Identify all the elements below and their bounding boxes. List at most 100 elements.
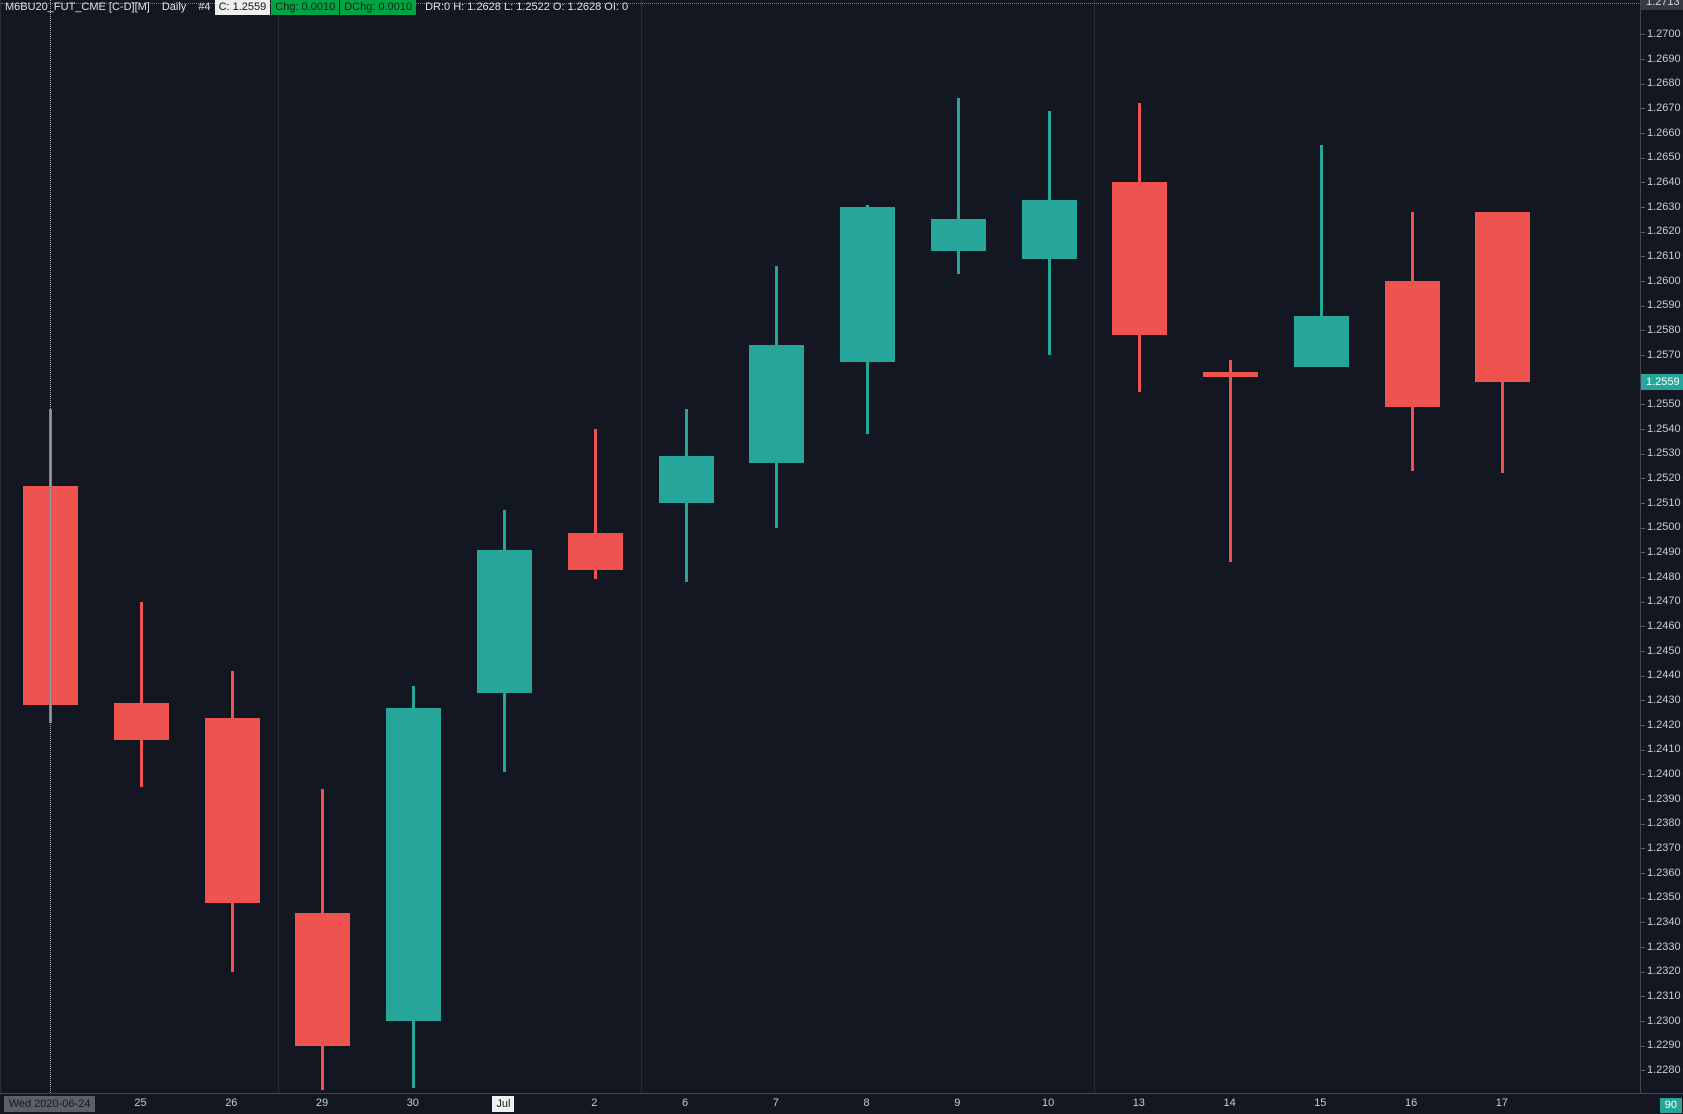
price-tick-label: 1.2590	[1647, 299, 1681, 312]
price-tick-mark	[1641, 527, 1645, 529]
price-tick-label: 1.2650	[1647, 151, 1681, 164]
price-tick-label: 1.2680	[1647, 77, 1681, 90]
candle-body	[658, 456, 714, 504]
price-tick-label: 1.2700	[1647, 27, 1681, 40]
candle-wick	[956, 98, 960, 274]
price-tick-mark	[1641, 996, 1645, 998]
price-tick-mark	[1641, 404, 1645, 406]
close-value-badge: C: 1.2559	[214, 0, 271, 15]
candle-wick	[593, 429, 597, 580]
price-tick-mark	[1641, 873, 1645, 875]
date-tick-label: 17	[1495, 1097, 1508, 1109]
price-tick-mark	[1641, 601, 1645, 603]
change-badge: Chg: 0.0010	[271, 0, 340, 15]
date-tick-label: Jul	[492, 1096, 515, 1112]
candle-body	[1475, 211, 1531, 383]
price-tick-mark	[1641, 774, 1645, 776]
date-tick-label: 7	[772, 1097, 779, 1109]
price-tick-mark	[1641, 281, 1645, 282]
price-tick-mark	[1641, 355, 1645, 356]
timeframe-label: Daily	[161, 1, 187, 13]
price-tick-mark	[1641, 651, 1645, 652]
price-tick-mark	[1641, 1021, 1645, 1023]
date-tick-label: 10	[1042, 1097, 1055, 1109]
price-tick-mark	[1641, 108, 1645, 110]
candle-body	[204, 717, 260, 903]
price-tick-mark	[1641, 207, 1645, 208]
candle-wick	[1229, 359, 1232, 563]
selected-date-badge: Wed 2020-06-24	[3, 1096, 96, 1112]
price-tick-mark	[1641, 478, 1645, 480]
price-tick-mark	[1641, 577, 1645, 578]
price-axis[interactable]: 1.2700 1.2690 1.2680 1.2670 1.2660 1.2650 1.26…	[1640, 0, 1683, 1093]
candle-body	[749, 345, 805, 464]
price-tick-label: 1.2480	[1647, 570, 1681, 583]
price-tick-mark	[1641, 256, 1645, 258]
time-axis[interactable]: Wed 2020-06-24 25 26 29 30 Jul 2 6 7 8 9 10 13 14 15 16…	[0, 1093, 1683, 1114]
price-tick-mark	[1641, 133, 1645, 134]
candle-body	[386, 707, 442, 1022]
price-tick-label: 1.2330	[1647, 940, 1681, 953]
price-tick-label: 1.2630	[1647, 200, 1681, 213]
candle-wick	[139, 601, 143, 787]
price-tick-label: 1.2490	[1647, 545, 1681, 558]
price-tick-label: 1.2370	[1647, 841, 1681, 854]
chart-canvas[interactable]	[0, 0, 1640, 1093]
candle-body	[567, 532, 623, 570]
date-tick-label: 26	[225, 1097, 238, 1109]
price-tick-mark	[1641, 453, 1645, 455]
weekend-separator-line	[640, 0, 642, 1093]
price-tick-label: 1.2430	[1647, 693, 1681, 706]
price-tick-mark	[1641, 922, 1645, 924]
price-tick-label: 1.2350	[1647, 891, 1681, 904]
price-tick-label: 1.2690	[1647, 52, 1681, 65]
price-tick-label: 1.2550	[1647, 397, 1681, 410]
date-tick-label: 14	[1223, 1097, 1236, 1109]
candle-body	[840, 207, 895, 363]
price-tick-label: 1.2530	[1647, 447, 1681, 460]
price-tick-mark	[1641, 823, 1645, 825]
date-tick-label: 25	[134, 1097, 147, 1109]
price-tick-label: 1.2400	[1647, 767, 1681, 780]
price-tick-mark	[1641, 429, 1645, 430]
price-tick-label: 1.2380	[1647, 817, 1681, 830]
price-tick-mark	[1641, 34, 1645, 36]
date-tick-label: 9	[954, 1097, 961, 1109]
price-tick-label: 1.2300	[1647, 1014, 1681, 1027]
price-tick-label: 1.2500	[1647, 521, 1681, 534]
candle-body	[113, 702, 169, 740]
price-tick-mark	[1641, 83, 1645, 85]
price-tick-label: 1.2410	[1647, 743, 1681, 756]
candle-body	[1112, 182, 1168, 336]
candle-body	[23, 485, 79, 706]
candle-body	[1293, 315, 1349, 368]
price-tick-label: 1.2360	[1647, 866, 1681, 879]
price-tick-mark	[1641, 626, 1645, 628]
price-tick-mark	[1641, 799, 1645, 801]
candle-body	[295, 912, 351, 1046]
candle-body	[1203, 372, 1258, 378]
alert-price-badge: 1.2713	[1641, 0, 1683, 11]
date-tick-label: 13	[1132, 1097, 1145, 1109]
date-tick-label: 2	[591, 1097, 598, 1109]
price-tick-label: 1.2280	[1647, 1063, 1681, 1076]
chart-header: M6BU20_FUT_CME [C-D][M] Daily #4 C: 1.25…	[2, 0, 631, 15]
session-stats: DR:0 H: 1.2628 L: 1.2522 O: 1.2628 OI: 0	[425, 1, 629, 13]
price-tick-mark	[1641, 59, 1645, 60]
price-tick-label: 1.2460	[1647, 619, 1681, 632]
date-tick-label: 6	[682, 1097, 689, 1109]
price-tick-label: 1.2570	[1647, 348, 1681, 361]
price-tick-label: 1.2610	[1647, 249, 1681, 262]
price-tick-label: 1.2660	[1647, 126, 1681, 139]
price-tick-mark	[1641, 552, 1645, 554]
price-tick-label: 1.2310	[1647, 989, 1681, 1002]
price-tick-mark	[1641, 1070, 1645, 1072]
price-tick-label: 1.2470	[1647, 595, 1681, 608]
symbol-title: M6BU20_FUT_CME [C-D][M]	[5, 1, 150, 13]
weekend-separator-line	[277, 0, 279, 1093]
candle-wick	[1319, 145, 1323, 368]
price-tick-label: 1.2520	[1647, 471, 1681, 484]
price-tick-mark	[1641, 503, 1645, 504]
price-tick-mark	[1641, 971, 1645, 973]
